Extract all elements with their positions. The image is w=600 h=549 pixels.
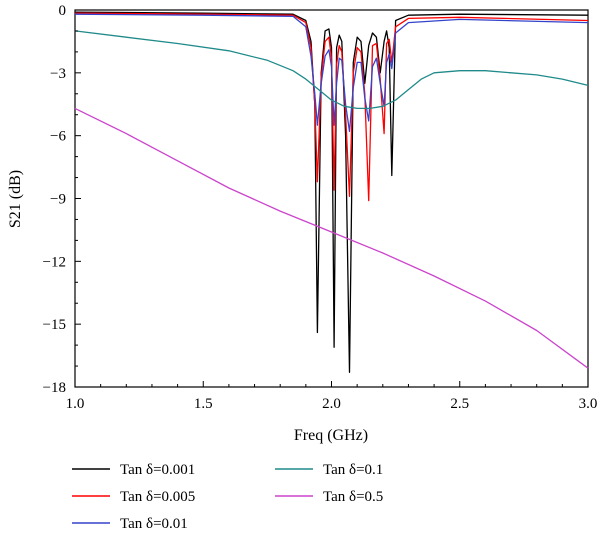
y-axis-title: S21 (dB) xyxy=(7,170,24,228)
x-tick-label: 1.5 xyxy=(194,396,213,412)
axes-layer: 1.0 1.5 2.0 2.5 3.0 0 −3 −6 −9 −12 −15 −18 xyxy=(43,3,598,412)
x-tick-label: 2.0 xyxy=(322,396,341,412)
y-tick-label: −3 xyxy=(50,66,66,82)
y-tick-label: −18 xyxy=(43,380,66,396)
legend-label-5: Tan δ=0.5 xyxy=(323,489,383,505)
series-layer xyxy=(74,11,589,373)
y-tick-label: −15 xyxy=(43,317,66,333)
legend: Tan δ=0.001 Tan δ=0.005 Tan δ=0.01 Tan δ=0.… xyxy=(72,462,383,532)
series-line-5 xyxy=(74,107,589,369)
legend-label-3: Tan δ=0.01 xyxy=(120,516,188,532)
x-tick-label: 2.5 xyxy=(450,396,469,412)
x-tick-label: 1.0 xyxy=(66,396,85,412)
series-line-4 xyxy=(74,30,589,110)
series-line-3 xyxy=(74,13,589,133)
x-axis-title: Freq (GHz) xyxy=(294,427,368,444)
series-line-1 xyxy=(74,11,589,373)
legend-label-1: Tan δ=0.001 xyxy=(120,462,195,478)
legend-label-4: Tan δ=0.1 xyxy=(323,462,383,478)
y-tick-label: −9 xyxy=(50,192,66,208)
y-tick-label: −12 xyxy=(43,254,66,270)
series-line-2 xyxy=(74,12,589,202)
legend-label-2: Tan δ=0.005 xyxy=(120,489,195,505)
x-tick-label: 3.0 xyxy=(579,396,598,412)
y-tick-label: 0 xyxy=(59,3,67,19)
y-tick-label: −6 xyxy=(50,129,66,145)
